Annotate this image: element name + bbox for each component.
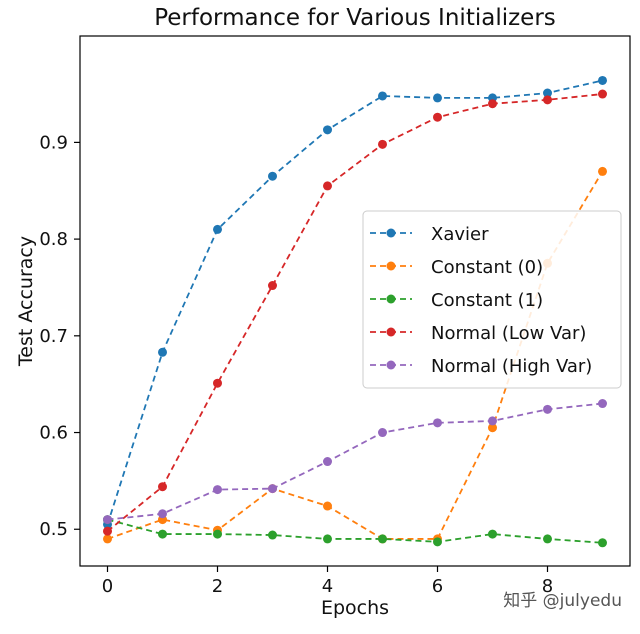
data-point [433, 93, 442, 103]
x-tick-label: 4 [322, 576, 333, 597]
data-point [213, 224, 222, 234]
x-tick-label: 0 [102, 576, 113, 597]
legend-label: Normal (High Var) [431, 356, 592, 377]
legend-label: Xavier [431, 224, 489, 245]
data-point [378, 428, 387, 438]
data-point [488, 99, 497, 109]
data-point [543, 404, 552, 414]
data-point [543, 95, 552, 105]
data-point [103, 526, 112, 536]
y-tick-label: 0.8 [39, 229, 68, 250]
data-point [488, 529, 497, 539]
data-point [323, 501, 332, 511]
series-5 [103, 399, 607, 525]
legend-item: Normal (Low Var) [370, 323, 586, 344]
data-point [598, 75, 607, 85]
data-point [213, 378, 222, 388]
data-point [213, 529, 222, 539]
data-point [213, 485, 222, 495]
data-point [378, 534, 387, 544]
data-point [598, 399, 607, 409]
x-tick-label: 8 [542, 576, 553, 597]
data-point [598, 538, 607, 548]
data-point [598, 166, 607, 176]
watermark-text: 知乎 @julyedu [503, 591, 622, 611]
y-axis-label: Test Accuracy [15, 236, 37, 367]
y-axis: 0.5 0.6 0.7 0.8 0.9 [39, 132, 80, 540]
chart-title: Performance for Various Initializers [154, 5, 556, 31]
data-point [158, 482, 167, 492]
y-tick-label: 0.9 [39, 132, 68, 153]
y-tick-label: 0.5 [39, 519, 68, 540]
data-point [543, 88, 552, 98]
data-point [543, 534, 552, 544]
data-point [433, 537, 442, 547]
data-point [103, 515, 112, 525]
legend-label: Normal (Low Var) [431, 323, 586, 344]
data-point [268, 484, 277, 494]
series-line [107, 402, 603, 521]
legend-swatch-marker [386, 228, 396, 238]
legend: Xavier Constant (0) Constant (1) Normal (Lo… [362, 210, 622, 389]
x-tick-label: 2 [212, 576, 223, 597]
legend-item: Constant (0) [370, 257, 543, 278]
data-point [158, 347, 167, 357]
data-point [158, 529, 167, 539]
series-line [107, 518, 603, 544]
data-point [323, 181, 332, 191]
data-point [378, 139, 387, 149]
data-point [268, 530, 277, 540]
x-axis: 0 2 4 6 8 [102, 566, 553, 597]
data-point [598, 89, 607, 99]
y-tick-label: 0.6 [39, 423, 68, 444]
data-point [323, 125, 332, 135]
series-4 [103, 89, 607, 536]
legend-box [362, 210, 622, 389]
x-axis-label: Epochs [321, 597, 389, 619]
legend-item: Normal (High Var) [370, 356, 592, 377]
data-point [433, 112, 442, 122]
data-point [323, 457, 332, 467]
data-point [268, 281, 277, 291]
data-point [158, 509, 167, 519]
plot-frame [79, 35, 631, 567]
legend-swatch-marker [386, 261, 396, 271]
legend-swatch-marker [386, 327, 396, 337]
legend-swatch-marker [386, 294, 396, 304]
plot-area: 0 2 4 6 8 0.5 0.6 0.7 0.8 0.9 [39, 35, 631, 597]
data-point [323, 534, 332, 544]
legend-label: Constant (0) [431, 257, 543, 278]
data-point [488, 416, 497, 426]
series-layer [103, 75, 607, 548]
data-point [103, 534, 112, 544]
legend-item: Xavier [370, 224, 489, 245]
y-tick-label: 0.7 [39, 326, 68, 347]
data-point [268, 171, 277, 181]
data-point [488, 423, 497, 433]
x-tick-label: 6 [432, 576, 443, 597]
data-point [378, 91, 387, 101]
legend-label: Constant (1) [431, 290, 543, 311]
data-point [433, 418, 442, 428]
legend-item: Constant (1) [370, 290, 543, 311]
legend-swatch-marker [386, 360, 396, 370]
series-1 [103, 75, 607, 529]
